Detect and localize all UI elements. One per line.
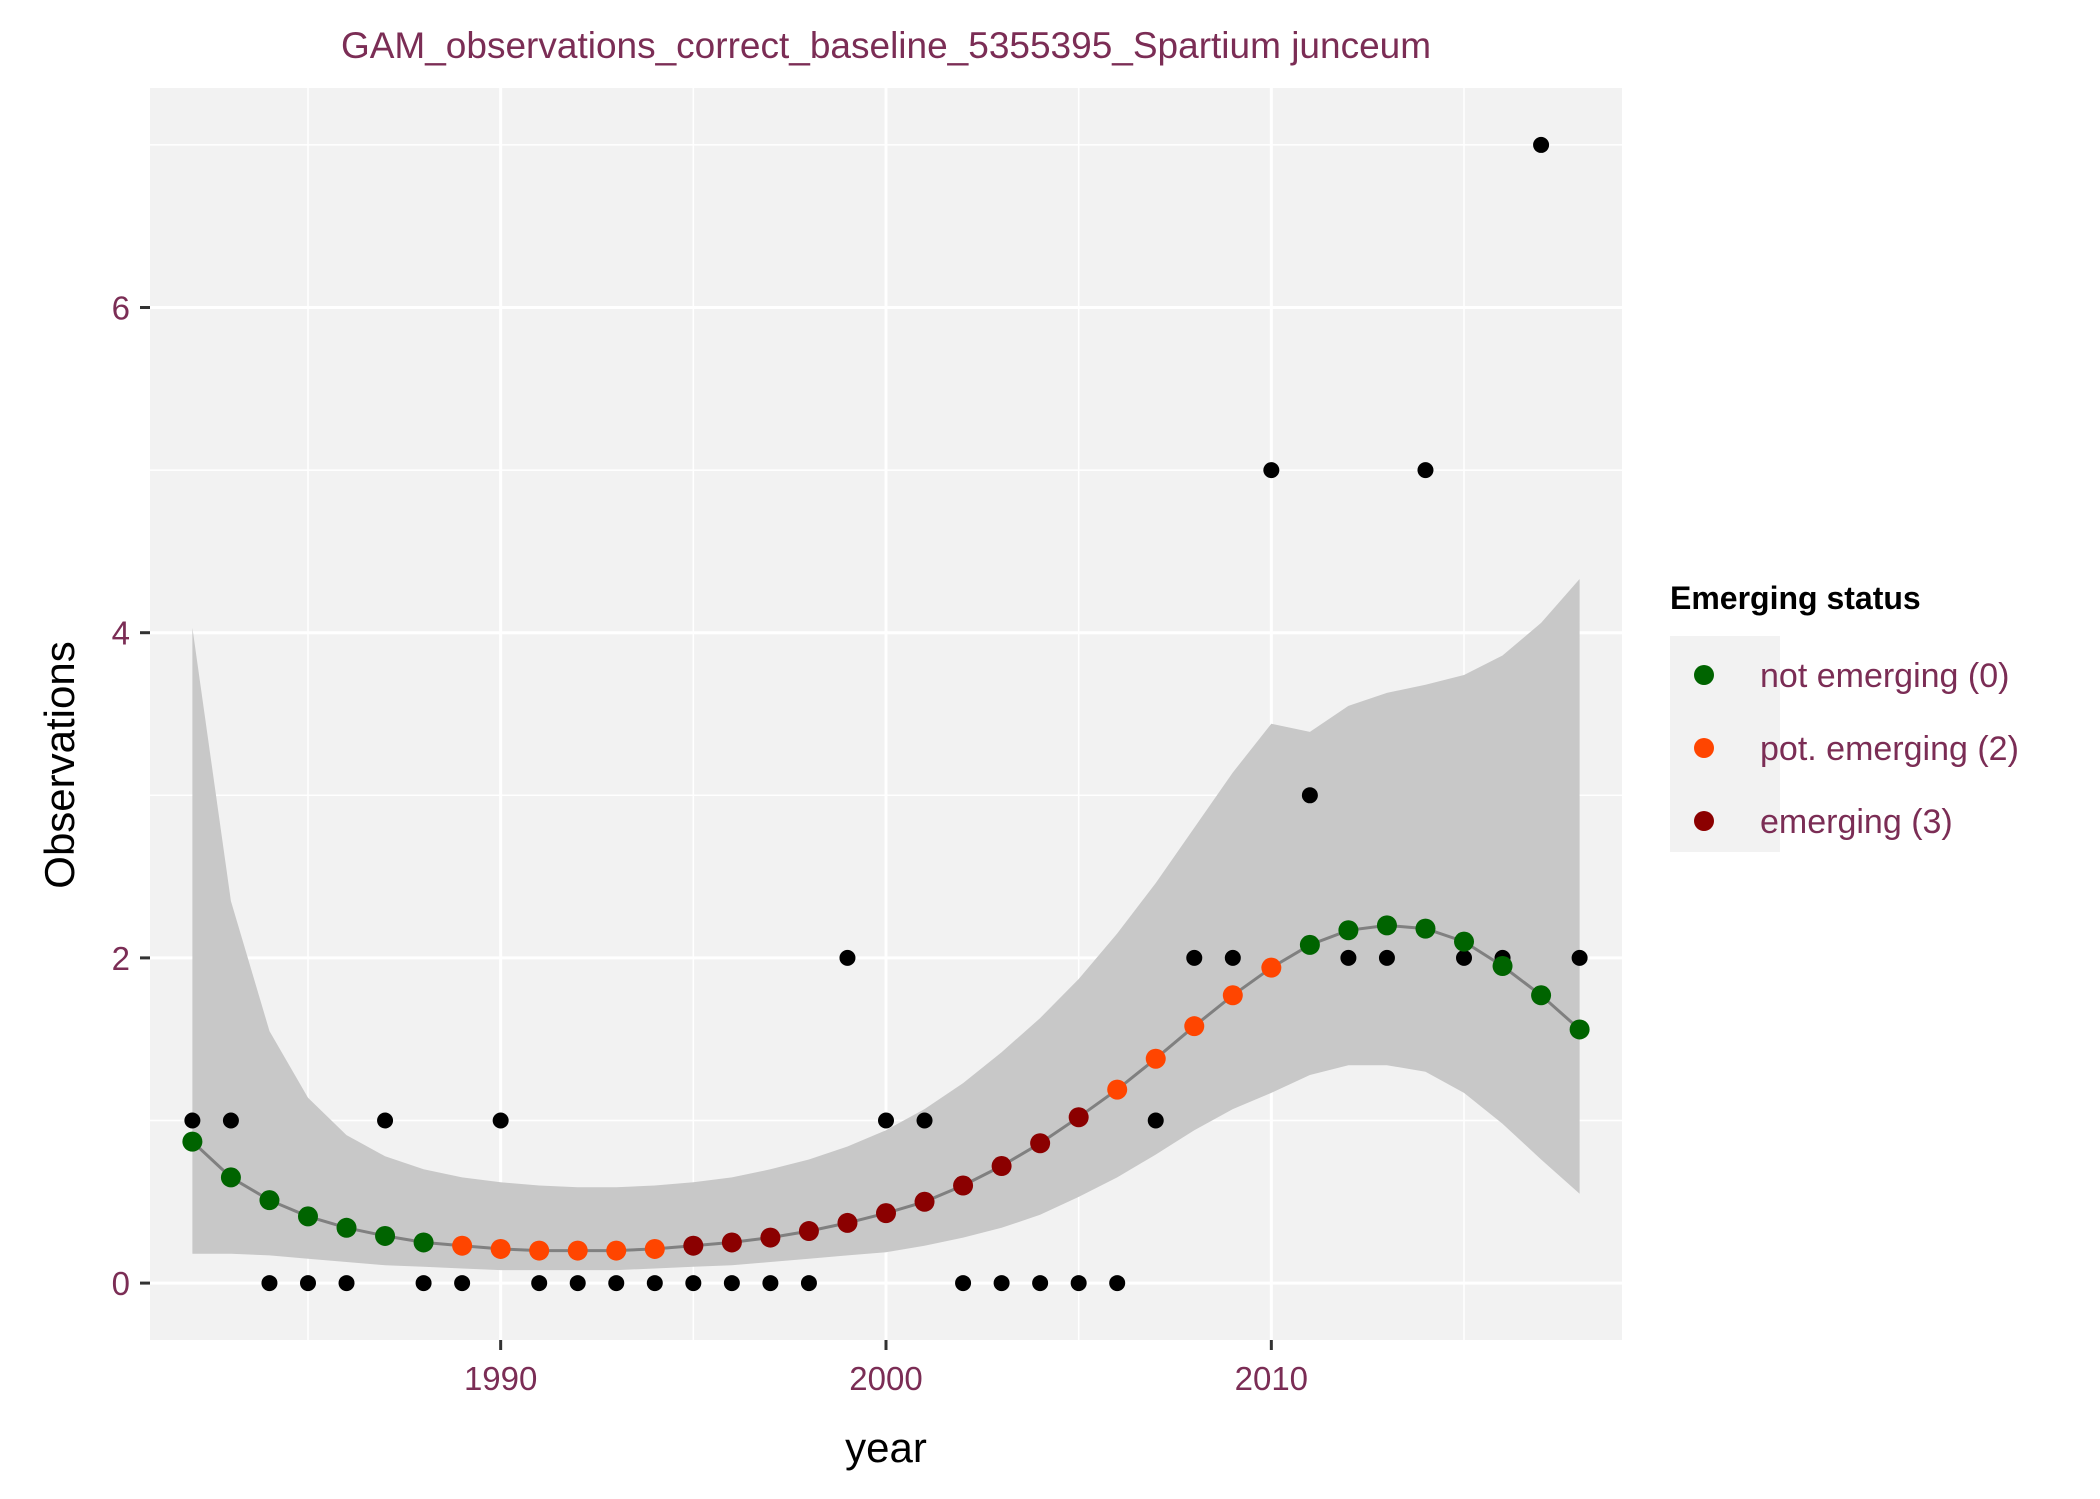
x-axis: 1990 2000 2010 xyxy=(464,1340,1308,1397)
fitted-point xyxy=(297,1206,318,1227)
fitted-point xyxy=(413,1232,434,1253)
fitted-point xyxy=(567,1240,588,1261)
fitted-point xyxy=(1068,1107,1089,1128)
fitted-point xyxy=(721,1232,742,1253)
fitted-point xyxy=(1454,931,1475,952)
observed-point xyxy=(222,1112,239,1129)
observed-point xyxy=(1186,949,1203,966)
legend-key-background xyxy=(1670,636,1780,852)
observed-point xyxy=(1571,949,1588,966)
fitted-point xyxy=(259,1190,280,1211)
y-axis: 0 2 4 6 xyxy=(112,290,150,1302)
fitted-point xyxy=(760,1227,781,1248)
observed-point xyxy=(955,1275,972,1292)
observed-point xyxy=(338,1275,355,1292)
observed-point xyxy=(377,1112,394,1129)
fitted-point xyxy=(606,1240,627,1261)
observed-point xyxy=(184,1112,201,1129)
fitted-point xyxy=(336,1217,357,1238)
legend-label: not emerging (0) xyxy=(1760,657,2009,695)
observed-point xyxy=(492,1112,509,1129)
observed-points xyxy=(184,136,1588,1292)
fitted-point xyxy=(1184,1016,1205,1037)
observed-point xyxy=(569,1275,586,1292)
observed-point xyxy=(454,1275,471,1292)
y-axis-title: Observations xyxy=(36,641,83,888)
observed-point xyxy=(916,1112,933,1129)
y-tick-label: 6 xyxy=(112,290,130,327)
observed-point xyxy=(839,949,856,966)
x-tick-label: 1990 xyxy=(464,1360,537,1397)
observed-point xyxy=(762,1275,779,1292)
chart-title: GAM_observations_correct_baseline_535539… xyxy=(341,25,1431,66)
observed-point xyxy=(1301,787,1318,804)
observed-point xyxy=(1263,462,1280,479)
x-axis-title: year xyxy=(845,1424,927,1471)
observed-point xyxy=(1109,1275,1126,1292)
fitted-point xyxy=(220,1167,241,1188)
fitted-point xyxy=(1569,1019,1590,1040)
observed-point xyxy=(1533,136,1550,153)
observed-point xyxy=(1417,462,1434,479)
confidence-ribbon xyxy=(192,579,1580,1271)
fitted-point xyxy=(375,1225,396,1246)
fitted-point xyxy=(798,1221,819,1242)
observed-point xyxy=(608,1275,625,1292)
fitted-point xyxy=(182,1131,203,1152)
fitted-point xyxy=(1531,985,1552,1006)
fitted-point xyxy=(1299,934,1320,955)
fitted-point xyxy=(683,1235,704,1256)
legend-title: Emerging status xyxy=(1670,580,1921,616)
observed-point xyxy=(1224,949,1241,966)
fitted-point xyxy=(490,1238,511,1259)
observed-point xyxy=(531,1275,548,1292)
fitted-point xyxy=(452,1235,473,1256)
fitted-points xyxy=(182,915,1590,1261)
fitted-point xyxy=(1030,1133,1051,1154)
observed-point xyxy=(1070,1275,1087,1292)
observed-point xyxy=(1147,1112,1164,1129)
x-tick-label: 2010 xyxy=(1235,1360,1308,1397)
legend: Emerging status not emerging (0) pot. eme… xyxy=(1670,580,2019,852)
observed-point xyxy=(1456,949,1473,966)
observed-point xyxy=(261,1275,278,1292)
y-tick-label: 0 xyxy=(112,1265,130,1302)
fitted-point xyxy=(991,1156,1012,1177)
fitted-point xyxy=(644,1238,665,1259)
fitted-point xyxy=(1415,918,1436,939)
fitted-point xyxy=(876,1203,896,1224)
observed-point xyxy=(1340,949,1357,966)
y-tick-label: 2 xyxy=(112,940,130,977)
fitted-point xyxy=(914,1191,935,1212)
fitted-point xyxy=(1338,920,1359,941)
observed-point xyxy=(993,1275,1010,1292)
legend-key-dot xyxy=(1694,811,1714,831)
fitted-point xyxy=(1107,1079,1128,1100)
observed-point xyxy=(415,1275,432,1292)
observed-point xyxy=(685,1275,702,1292)
fitted-point xyxy=(837,1212,858,1233)
legend-label: emerging (3) xyxy=(1760,803,1953,841)
observed-point xyxy=(1032,1275,1049,1292)
fitted-point xyxy=(1261,957,1282,978)
observed-point xyxy=(646,1275,663,1292)
observed-point xyxy=(800,1275,817,1292)
y-tick-label: 4 xyxy=(112,615,130,652)
fitted-point xyxy=(1145,1048,1166,1069)
fitted-point xyxy=(953,1175,974,1196)
observed-point xyxy=(878,1112,894,1129)
observed-point xyxy=(723,1275,740,1292)
fitted-point xyxy=(1492,956,1513,977)
observed-point xyxy=(1378,949,1395,966)
observed-point xyxy=(299,1275,316,1292)
legend-key-dot xyxy=(1694,738,1714,758)
legend-key-dot xyxy=(1694,665,1714,685)
fitted-point xyxy=(1222,985,1243,1006)
legend-label: pot. emerging (2) xyxy=(1760,730,2019,768)
fitted-point xyxy=(1376,915,1397,936)
x-tick-label: 2000 xyxy=(849,1360,922,1397)
fitted-point xyxy=(529,1240,550,1261)
